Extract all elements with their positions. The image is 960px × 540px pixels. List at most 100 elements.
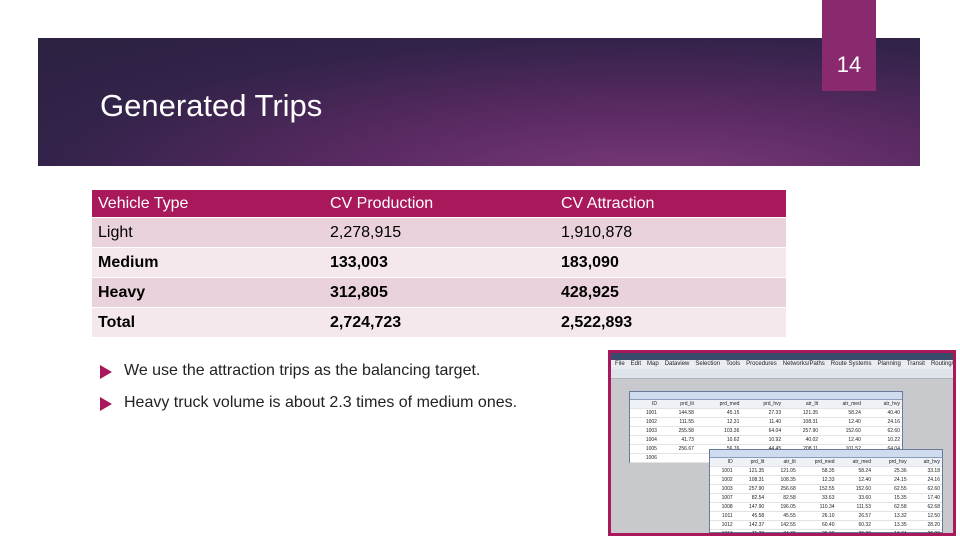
dataview-cell: 62.55 (873, 484, 909, 494)
screenshot-menu-bar: File Edit Map Dataview Selection Tools Procedu… (611, 360, 953, 369)
table-cell: 1,910,878 (555, 217, 786, 248)
dataview-cell: 13.74 (873, 529, 909, 533)
dataview-cell: 13.32 (873, 511, 909, 521)
dataview-cell: 41.73 (658, 435, 696, 445)
table-cell: 2,278,915 (324, 217, 555, 248)
dataview-cell: 108.31 (783, 417, 821, 427)
dataview-header-row: ID prd_lit prd_med prd_hvy atr_lit atr_med atr… (630, 400, 902, 409)
dataview-cell: 45.58 (734, 511, 767, 521)
dataview-header-cell: prd_lit (658, 400, 696, 409)
dataview-cell: 142.37 (734, 520, 767, 530)
page-number-box (822, 0, 876, 91)
header-cell: CV Attraction (555, 190, 786, 218)
screenshot-menu-item: Procedures (746, 361, 777, 367)
dataview-cell: 40.40 (862, 408, 902, 418)
software-screenshot: File Edit Map Dataview Selection Tools Procedu… (608, 350, 956, 536)
dataview-cell: 1007 (710, 493, 735, 503)
dataview-cell: 58.24 (820, 408, 863, 418)
dataview-row: 1001 144.58 45.15 27.33 121.35 58.24 40.40 (630, 408, 902, 418)
dataview-cell: 121.05 (766, 466, 798, 476)
dataview-cell: 26.57 (836, 511, 873, 521)
dataview-cell: 108.35 (766, 475, 798, 485)
dataview-cell: 1002 (710, 475, 735, 485)
dataview-header-cell: atr_lit (783, 400, 821, 409)
dataview-cell: 24.16 (908, 475, 942, 485)
table-cell: 133,003 (324, 247, 555, 278)
dataview-cell: 62.60 (908, 484, 942, 494)
dataview-cell: 12.33 (797, 475, 837, 485)
dataview-cell: 26.30 (836, 529, 873, 533)
dataview-cell: 257.90 (734, 484, 767, 494)
dataview-header-cell: ID (630, 400, 659, 409)
dataview-cell: 10.92 (741, 435, 784, 445)
screenshot-menu-item: Dataview (664, 361, 690, 367)
dataview-header-cell: ID (710, 458, 735, 467)
dataview-header-cell: atr_hvy (862, 400, 902, 409)
table-row: Heavy 312,805 428,925 (92, 277, 786, 308)
table-cell: 183,090 (555, 247, 786, 278)
dataview-cell: 1001 (630, 408, 659, 418)
dataview-cell: 62.58 (873, 502, 909, 512)
dataview-cell: 111.53 (836, 502, 873, 512)
dataview-row: 1004 41.73 10.62 10.92 40.02 12.40 10.22 (630, 435, 902, 445)
dataview-cell: 12.40 (820, 435, 863, 445)
dataview-cell: 74.36 (766, 529, 798, 533)
dataview-cell: 10.62 (695, 435, 742, 445)
screenshot-menu-item: Tools (726, 361, 741, 367)
screenshot-menu-item: Selection (695, 361, 721, 367)
dataview-cell: 58.35 (797, 466, 837, 476)
screenshot-menu-item: Map (647, 361, 659, 367)
dataview-header-cell: atr_med (820, 400, 863, 409)
dataview-cell: 255.58 (658, 426, 696, 436)
dataview-cell: 24.15 (873, 475, 909, 485)
dataview-cell: 62.68 (908, 502, 942, 512)
table-cell: 312,805 (324, 277, 555, 308)
dataview-cell: 12.31 (695, 417, 742, 427)
dataview-cell: 1013 (710, 529, 735, 533)
dataview-table-2: ID prd_lit atr_lit prd_med atr_med prd_hvy atr… (710, 458, 942, 533)
dataview-row: 1003 257.90 256.68 152.55 152.60 62.55 62.60 (710, 484, 942, 494)
dataview-cell: 24.16 (862, 417, 902, 427)
dataview-cell: 26.30 (797, 529, 837, 533)
dataview-cell: 45.15 (695, 408, 742, 418)
dataview-cell: 60.40 (797, 520, 837, 530)
dataview-header-row: ID prd_lit atr_lit prd_med atr_med prd_hvy atr… (710, 458, 942, 467)
dataview-cell: 12.40 (820, 417, 863, 427)
dataview-cell: 17.40 (908, 493, 942, 503)
dataview-cell: 152.60 (820, 426, 863, 436)
dataview-cell: 33.18 (908, 466, 942, 476)
bullet-text: Heavy truck volume is about 2.3 times of… (124, 394, 518, 411)
dataview-cell: 108.31 (734, 475, 767, 485)
table-cell: Heavy (92, 277, 324, 308)
dataview-cell: 1005 (630, 444, 659, 454)
screenshot-menu-item: File (615, 361, 625, 367)
dataview-cell: 26.20 (908, 529, 942, 533)
dataview-row: 1002 108.31 108.35 12.33 12.40 24.15 24.16 (710, 475, 942, 485)
dataview-cell: 13.35 (873, 520, 909, 530)
dataview-cell: 1001 (710, 466, 735, 476)
triangle-bullet-icon (100, 397, 112, 411)
dataview-cell: 82.54 (734, 493, 767, 503)
table-cell: Medium (92, 247, 324, 278)
dataview-cell: 147.90 (734, 502, 767, 512)
dataview-cell: 12.50 (908, 511, 942, 521)
dataview-window-2: ID prd_lit atr_lit prd_med atr_med prd_hvy atr… (709, 449, 943, 533)
dataview-cell: 12.40 (836, 475, 873, 485)
dataview-cell: 256.67 (658, 444, 696, 454)
slide-title: Generated Trips (100, 88, 323, 123)
dataview-row: 1008 147.90 196.05 110.34 111.53 62.58 62.68 (710, 502, 942, 512)
dataview-row: 1012 142.37 142.55 60.40 60.32 13.35 28.20 (710, 520, 942, 530)
dataview-cell: 1003 (710, 484, 735, 494)
dataview-cell: 10.22 (862, 435, 902, 445)
dataview-cell: 256.68 (766, 484, 798, 494)
table-cell: 2,724,723 (324, 307, 555, 338)
dataview-cell: 110.34 (797, 502, 837, 512)
dataview-cell: 1011 (710, 511, 735, 521)
table-row: Light 2,278,915 1,910,878 (92, 217, 786, 248)
table-cell: Total (92, 307, 324, 338)
dataview-cell (658, 453, 696, 463)
dataview-row: 1002 111.55 12.31 11.40 108.31 12.40 24.16 (630, 417, 902, 427)
table-row: Total 2,724,723 2,522,893 (92, 307, 786, 338)
bullet-list: We use the attraction trips as the balan… (100, 358, 517, 422)
dataview-cell: 62.60 (862, 426, 902, 436)
